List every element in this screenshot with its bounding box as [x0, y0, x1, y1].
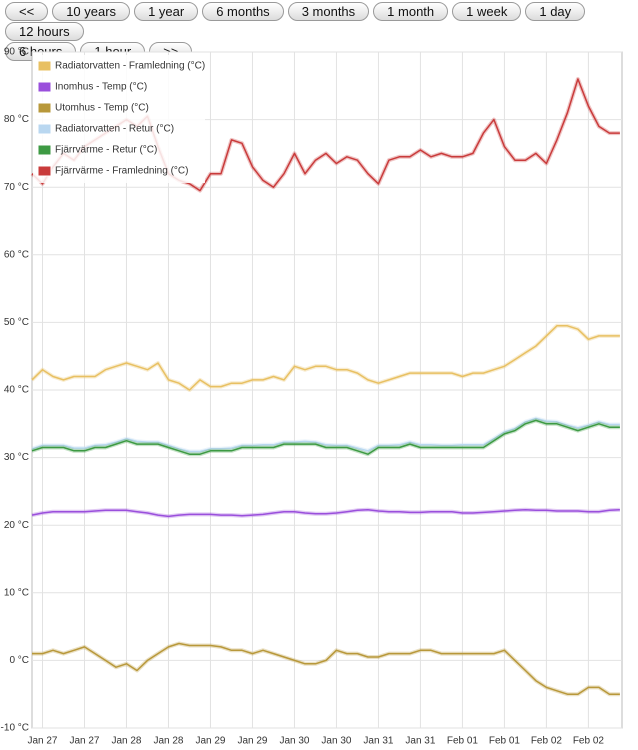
range-button[interactable]: 12 hours	[5, 22, 84, 41]
y-tick-label: 30 °C	[4, 452, 29, 463]
x-tick-label: Jan 28	[111, 736, 141, 747]
x-tick-label: Jan 27	[69, 736, 99, 747]
y-tick-label: 10 °C	[4, 587, 29, 598]
range-button[interactable]: 1 year	[134, 2, 199, 21]
range-button[interactable]: 6 months	[202, 2, 284, 21]
x-tick-label: Jan 30	[321, 736, 351, 747]
legend-label: Inomhus - Temp (°C)	[55, 82, 147, 93]
y-tick-label: 90 °C	[4, 47, 29, 58]
range-button[interactable]: 1 week	[452, 2, 522, 21]
legend-label: Radiatorvatten - Retur (°C)	[55, 124, 174, 135]
range-button[interactable]: <<	[5, 2, 49, 21]
legend-swatch	[37, 81, 52, 93]
x-tick-label: Jan 27	[27, 736, 57, 747]
x-tick-label: Jan 29	[195, 736, 225, 747]
series-line	[31, 508, 620, 518]
legend: Radiatorvatten - Framledning (°C) Inomhus…	[33, 55, 205, 183]
x-tick-label: Jan 28	[153, 736, 183, 747]
range-button[interactable]: 1 day	[525, 2, 586, 21]
y-tick-label: 20 °C	[4, 520, 29, 531]
y-tick-label: 50 °C	[4, 317, 29, 328]
legend-label: Radiatorvatten - Framledning (°C)	[55, 61, 205, 72]
series-line	[31, 325, 620, 391]
x-tick-label: Feb 01	[489, 736, 521, 747]
x-tick-label: Jan 30	[279, 736, 309, 747]
legend-swatch	[37, 123, 52, 135]
x-tick-label: Jan 29	[237, 736, 267, 747]
legend-label: Fjärrvärme - Retur (°C)	[55, 145, 157, 156]
series-line	[31, 417, 620, 453]
legend-swatch	[37, 102, 52, 114]
legend-box	[33, 55, 205, 183]
range-button[interactable]: 1 month	[373, 2, 449, 21]
x-tick-label: Jan 31	[363, 736, 393, 747]
y-tick-label: 60 °C	[4, 249, 29, 260]
legend-label: Fjärrvärme - Framledning (°C)	[55, 166, 188, 177]
y-tick-label: 70 °C	[4, 182, 29, 193]
legend-swatch	[37, 144, 52, 156]
y-tick-label: 0 °C	[9, 655, 29, 666]
x-tick-label: Feb 01	[447, 736, 479, 747]
x-tick-label: Feb 02	[573, 736, 605, 747]
y-tick-label: 80 °C	[4, 114, 29, 125]
y-tick-label: 40 °C	[4, 385, 29, 396]
range-button[interactable]: 3 months	[287, 2, 370, 21]
y-tick-label: -10 °C	[1, 723, 29, 734]
series-line	[31, 419, 620, 455]
legend-swatch	[37, 165, 52, 177]
legend-label: Utomhus - Temp (°C)	[55, 103, 149, 114]
series-line	[32, 642, 620, 695]
range-button[interactable]: 10 years	[52, 2, 131, 21]
x-tick-label: Feb 02	[531, 736, 563, 747]
legend-swatch	[37, 60, 52, 72]
x-tick-label: Jan 31	[405, 736, 435, 747]
